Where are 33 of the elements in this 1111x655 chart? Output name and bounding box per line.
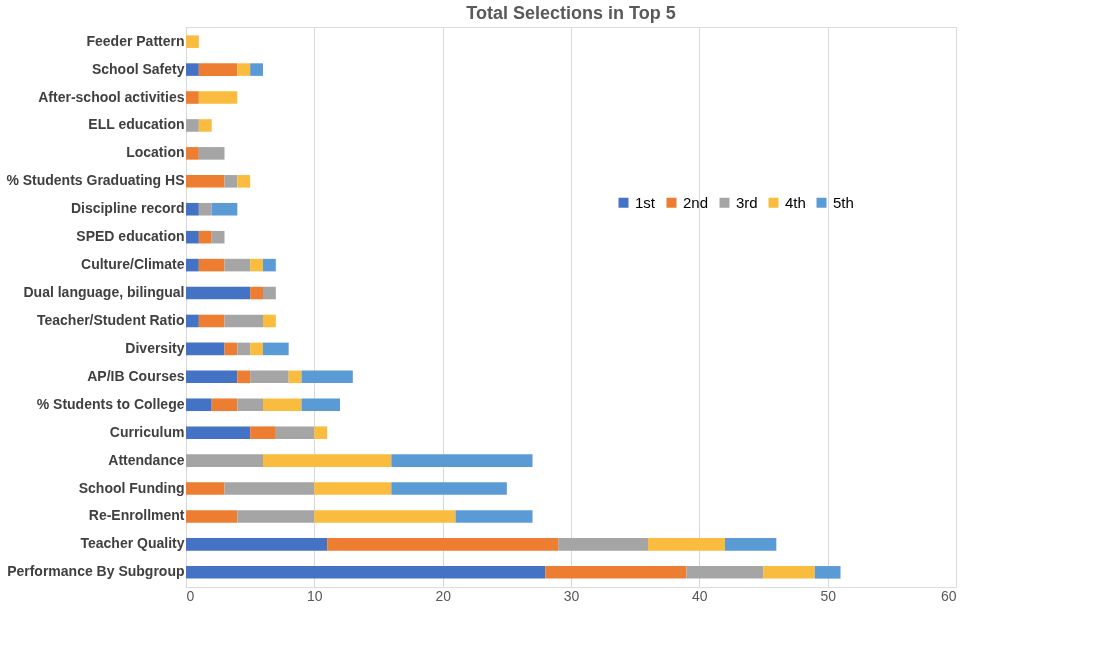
x-tick-label: 50	[820, 587, 837, 604]
legend-label: 1st	[635, 193, 656, 211]
y-tick-label: School Funding	[78, 479, 185, 496]
y-tick-label: Diversity	[125, 339, 185, 356]
chart-title: Total Selections in Top 5	[466, 3, 676, 23]
y-tick-label: Dual language, bilingual	[23, 284, 185, 301]
y-tick-label: Culture/Climate	[81, 256, 185, 273]
y-tick-label: Re-Enrollment	[88, 507, 185, 524]
y-tick-label: Location	[126, 144, 185, 161]
y-tick-label: After-school activities	[38, 88, 185, 105]
x-tick-label: 10	[307, 587, 323, 604]
y-tick-label: AP/IB Courses	[87, 367, 185, 384]
y-tick-label: Curriculum	[109, 423, 185, 440]
x-tick-label: 30	[563, 587, 580, 604]
y-tick-label: % Students to College	[36, 395, 185, 412]
x-tick-label: 20	[435, 587, 452, 604]
y-tick-label: Teacher Quality	[80, 535, 185, 552]
x-tick-label: 40	[692, 587, 708, 604]
x-tick-label: 0	[186, 587, 195, 604]
legend-label: 5th	[833, 193, 854, 211]
legend-label: 4th	[785, 193, 806, 211]
y-tick-label: ELL education	[88, 116, 185, 133]
y-tick-label: Feeder Pattern	[86, 32, 185, 49]
y-tick-label: School Safety	[91, 60, 185, 77]
y-tick-label: Discipline record	[70, 200, 185, 217]
legend-label: 3rd	[736, 193, 758, 211]
y-tick-label: SPED education	[76, 228, 185, 245]
y-tick-label: Performance By Subgroup	[7, 563, 185, 580]
y-tick-label: Attendance	[108, 451, 185, 468]
x-tick-label: 60	[940, 587, 957, 604]
y-tick-label: Teacher/Student Ratio	[36, 311, 185, 328]
y-tick-label: % Students Graduating HS	[6, 172, 185, 189]
legend-label: 2nd	[683, 193, 709, 211]
